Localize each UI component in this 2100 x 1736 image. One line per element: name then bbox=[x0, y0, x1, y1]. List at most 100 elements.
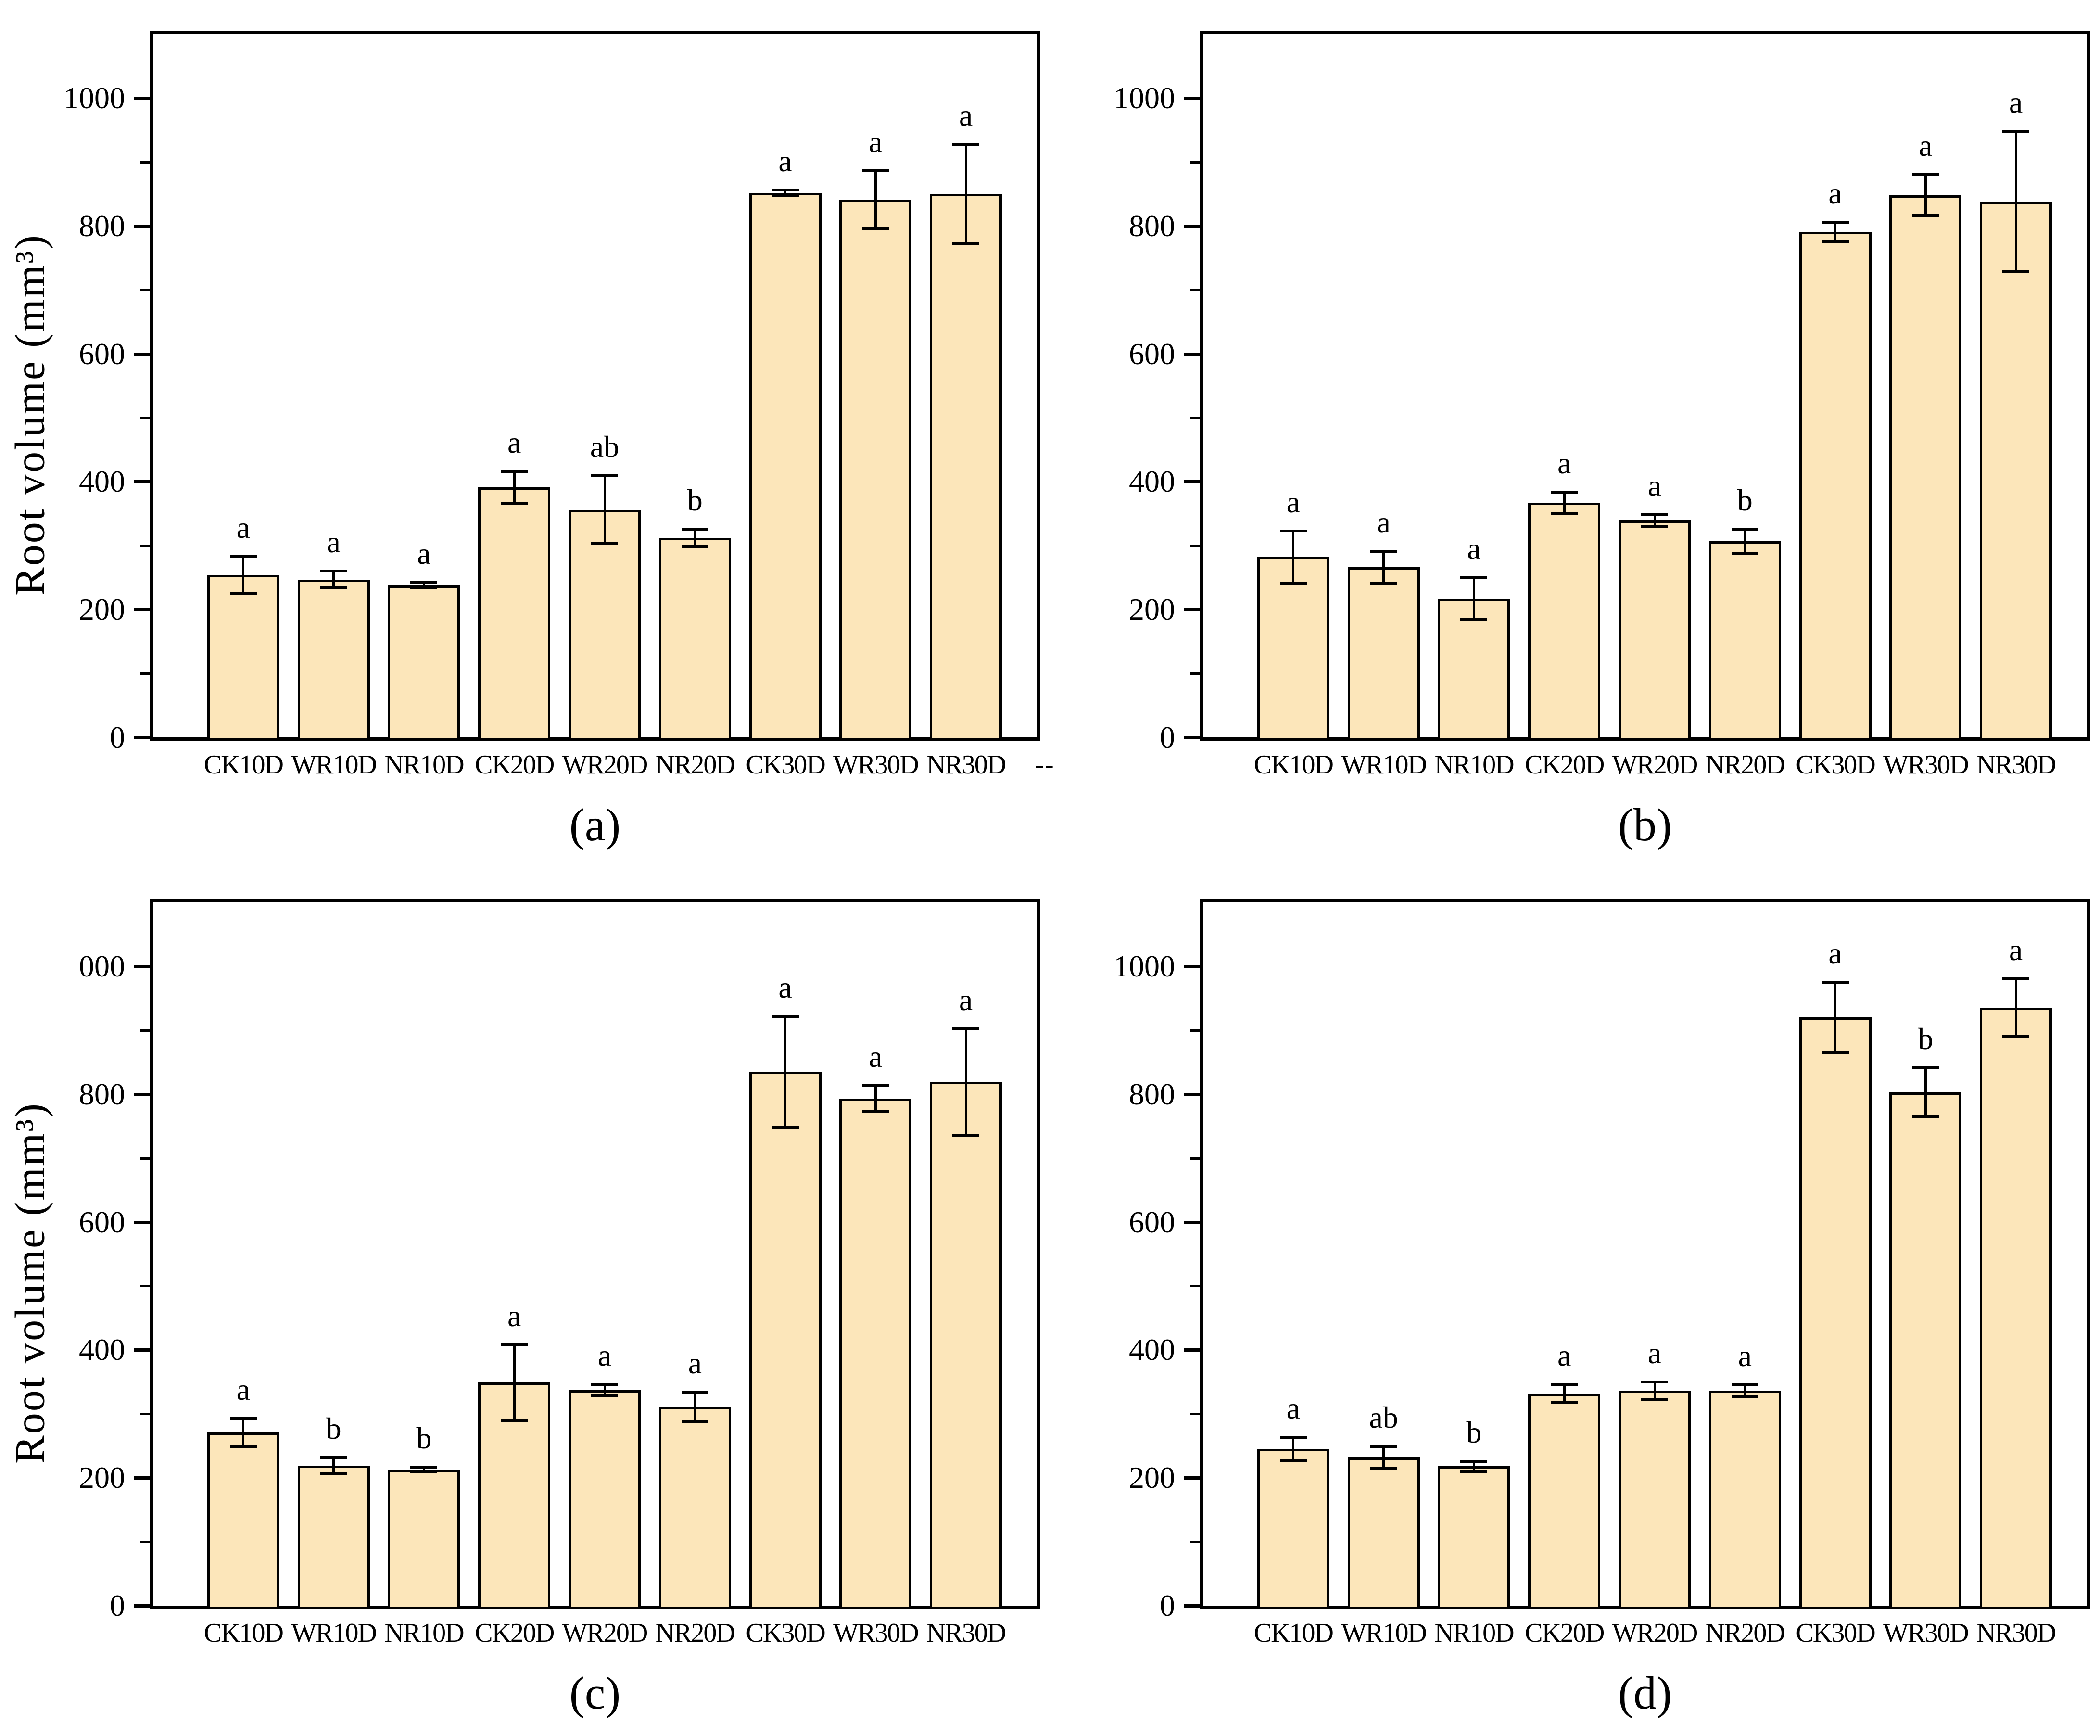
y-major-tick bbox=[1184, 1348, 1200, 1352]
bar bbox=[569, 1390, 641, 1609]
x-tick-label: WR30D bbox=[1883, 750, 1969, 780]
x-tick-label: NR30D bbox=[1976, 750, 2056, 780]
y-minor-tick bbox=[140, 1413, 150, 1416]
sig-letter: a bbox=[1738, 1339, 1752, 1373]
bar bbox=[930, 1082, 1002, 1609]
error-bar-line bbox=[1924, 175, 1927, 216]
y-minor-tick bbox=[140, 417, 150, 419]
sig-letter: a bbox=[507, 1298, 521, 1333]
error-bar-cap-bottom bbox=[501, 1419, 528, 1422]
error-bar-cap-top bbox=[1551, 1383, 1578, 1386]
y-axis-title: Root volume (mm³) bbox=[7, 234, 54, 596]
sig-letter: a bbox=[597, 1338, 612, 1373]
error-bar-cap-bottom bbox=[1912, 1115, 1939, 1118]
bar bbox=[1708, 541, 1781, 741]
y-tick-label: 600 bbox=[79, 336, 125, 371]
error-bar-line bbox=[1924, 1068, 1927, 1117]
sig-letter: a bbox=[236, 510, 251, 545]
error-bar-cap-bottom bbox=[229, 1445, 257, 1448]
bar bbox=[1347, 1457, 1420, 1609]
error-bar-cap-bottom bbox=[1551, 512, 1578, 515]
x-tick-label: CK30D bbox=[746, 1618, 825, 1648]
x-tick-label: CK30D bbox=[1796, 1618, 1875, 1648]
error-bar-line bbox=[964, 1029, 967, 1135]
error-bar-cap-top bbox=[2002, 977, 2030, 981]
error-bar-cap-bottom bbox=[1370, 1467, 1397, 1470]
error-bar-cap-bottom bbox=[1551, 1401, 1578, 1404]
sig-letter: a bbox=[1828, 936, 1842, 971]
sig-letter: a bbox=[417, 536, 431, 571]
bar bbox=[1257, 557, 1329, 741]
error-bar-line bbox=[1834, 982, 1837, 1053]
y-tick-label: 0 bbox=[110, 1588, 125, 1622]
error-bar-cap-top bbox=[410, 1465, 438, 1469]
error-bar-cap-top bbox=[591, 474, 618, 478]
sig-letter: a bbox=[2009, 933, 2023, 967]
y-tick-label: 800 bbox=[1129, 1077, 1175, 1111]
y-tick-label: 800 bbox=[79, 1077, 125, 1111]
error-bar-cap-top bbox=[229, 1417, 257, 1420]
bar bbox=[297, 1465, 370, 1609]
sig-letter: a bbox=[1286, 484, 1301, 519]
sig-letter: b bbox=[1737, 482, 1753, 517]
sig-letter: ab bbox=[590, 430, 620, 464]
error-bar-line bbox=[1744, 529, 1746, 554]
error-bar-cap-top bbox=[410, 581, 438, 584]
error-bar-cap-top bbox=[1370, 1445, 1397, 1448]
sig-letter: a bbox=[236, 1372, 251, 1407]
x-tick-label: CK20D bbox=[1525, 750, 1605, 780]
sig-letter: a bbox=[869, 1039, 883, 1074]
error-bar-cap-bottom bbox=[1731, 552, 1758, 555]
y-major-tick bbox=[134, 352, 150, 356]
bar bbox=[297, 579, 370, 741]
bar bbox=[1619, 520, 1691, 741]
y-tick-label: 400 bbox=[79, 464, 125, 499]
error-bar-line bbox=[1382, 551, 1385, 583]
y-tick-label: 200 bbox=[79, 1460, 125, 1495]
error-bar-line bbox=[964, 144, 967, 244]
panel-b: 1000 800 600 400 200 0 a CK10D a WR10D a NR10D a CK20… bbox=[1050, 0, 2100, 868]
error-bar-cap-bottom bbox=[952, 242, 980, 245]
panel-a: Root volume (mm³) 1000 800 600 400 200 0 a CK10D… bbox=[0, 0, 1054, 868]
y-tick-label: 000 bbox=[79, 949, 125, 983]
x-tick-label: NR30D bbox=[926, 750, 1006, 780]
error-bar-cap-bottom bbox=[1370, 582, 1397, 585]
error-bar-line bbox=[332, 571, 335, 588]
error-bar-line bbox=[1653, 1381, 1656, 1400]
error-bar-line bbox=[874, 171, 877, 229]
sig-letter: a bbox=[327, 525, 341, 559]
y-minor-tick bbox=[140, 1541, 150, 1544]
y-major-tick bbox=[134, 736, 150, 739]
error-bar-cap-top bbox=[1912, 1066, 1939, 1070]
x-tick-label: WR20D bbox=[562, 750, 648, 780]
y-major-tick bbox=[1184, 1220, 1200, 1224]
bar bbox=[839, 1099, 912, 1609]
y-major-tick bbox=[134, 1604, 150, 1608]
sig-letter: a bbox=[1647, 469, 1662, 503]
bar bbox=[388, 1469, 460, 1609]
bar bbox=[388, 585, 460, 741]
error-bar-cap-bottom bbox=[862, 227, 889, 230]
bar bbox=[1347, 567, 1420, 741]
error-bar-cap-bottom bbox=[410, 1470, 438, 1474]
error-bar-cap-top bbox=[1641, 513, 1668, 517]
bar bbox=[478, 487, 551, 741]
error-bar-cap-bottom bbox=[2002, 270, 2030, 274]
error-bar-line bbox=[332, 1457, 335, 1474]
error-bar-line bbox=[1472, 1461, 1475, 1471]
error-bar-cap-bottom bbox=[1641, 525, 1668, 528]
x-tick-label: WR10D bbox=[291, 750, 377, 780]
y-major-tick bbox=[134, 480, 150, 484]
bar bbox=[569, 509, 641, 741]
x-tick-label: NR20D bbox=[1705, 750, 1785, 780]
x-tick-label: NR10D bbox=[384, 750, 464, 780]
bar bbox=[1619, 1391, 1691, 1609]
panel-c: Root volume (mm³) 000 800 600 400 200 0 a CK10D b… bbox=[0, 868, 1050, 1736]
y-major-tick bbox=[134, 1220, 150, 1224]
bar bbox=[1889, 195, 1962, 741]
bar bbox=[1980, 1008, 2052, 1609]
error-bar-cap-bottom bbox=[1460, 618, 1488, 621]
error-bar-cap-top bbox=[952, 1027, 980, 1031]
error-bar-line bbox=[1744, 1385, 1746, 1397]
